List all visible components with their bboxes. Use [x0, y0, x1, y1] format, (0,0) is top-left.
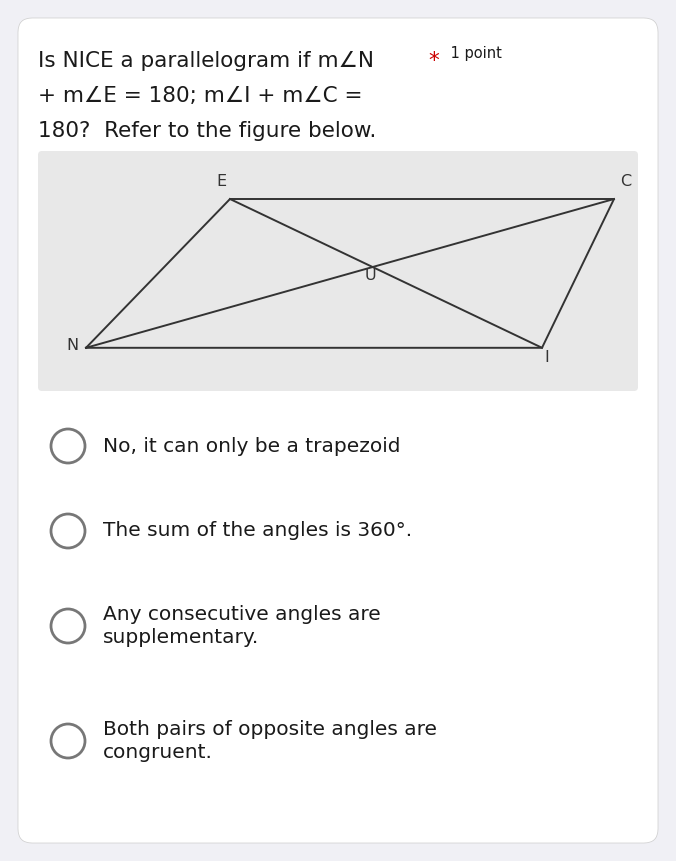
- Text: No, it can only be a trapezoid: No, it can only be a trapezoid: [103, 437, 400, 455]
- Text: 180?  Refer to the figure below.: 180? Refer to the figure below.: [38, 121, 377, 141]
- Text: congruent.: congruent.: [103, 743, 213, 762]
- Text: supplementary.: supplementary.: [103, 629, 260, 647]
- Text: Is NICE a parallelogram if m∠N: Is NICE a parallelogram if m∠N: [38, 51, 381, 71]
- Text: C: C: [620, 174, 631, 189]
- Text: E: E: [216, 174, 226, 189]
- Text: The sum of the angles is 360°.: The sum of the angles is 360°.: [103, 522, 412, 541]
- Text: + m∠E = 180; m∠I + m∠C =: + m∠E = 180; m∠I + m∠C =: [38, 86, 362, 106]
- Text: Any consecutive angles are: Any consecutive angles are: [103, 605, 381, 624]
- Text: Both pairs of opposite angles are: Both pairs of opposite angles are: [103, 720, 437, 739]
- FancyBboxPatch shape: [38, 151, 638, 391]
- Text: U: U: [365, 268, 377, 282]
- Text: N: N: [66, 338, 78, 353]
- Text: 1 point: 1 point: [446, 46, 502, 61]
- FancyBboxPatch shape: [18, 18, 658, 843]
- Text: *: *: [428, 51, 439, 71]
- Text: I: I: [544, 350, 549, 365]
